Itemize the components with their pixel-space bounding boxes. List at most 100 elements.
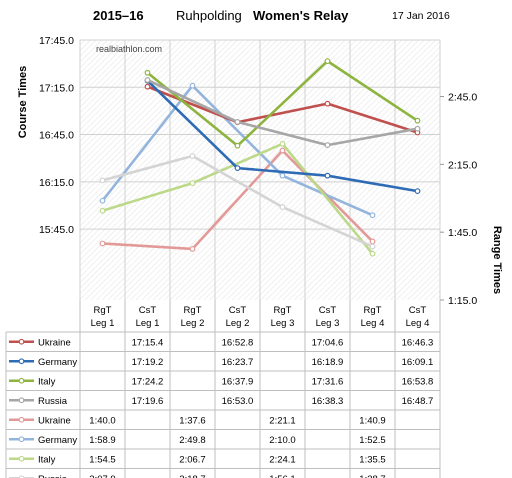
legend-series-name: Ukraine bbox=[38, 415, 71, 426]
legend-series-name: Russia bbox=[38, 396, 68, 407]
table-cell: 16:23.7 bbox=[222, 357, 254, 368]
range-point-ukraine bbox=[279, 147, 286, 154]
legend-swatch-marker bbox=[18, 338, 25, 345]
watermark: realbiathlon.com bbox=[96, 44, 162, 54]
course-line-germany bbox=[146, 79, 418, 193]
course-line-russia bbox=[146, 78, 418, 147]
table-cell: 1:56.1 bbox=[269, 474, 295, 478]
table-cell: 2:06.7 bbox=[179, 454, 205, 465]
legend-series-name: Ukraine bbox=[38, 337, 71, 348]
legend-series-name: Italy bbox=[38, 376, 56, 387]
category-label: RgT bbox=[94, 305, 112, 316]
range-point-germany bbox=[189, 82, 196, 89]
table-cell: 1:40.9 bbox=[359, 415, 385, 426]
table-cell: 17:24.2 bbox=[132, 376, 164, 387]
course-tick-label: 15:45.0 bbox=[39, 224, 74, 236]
category-label: Leg 4 bbox=[406, 318, 430, 329]
course-point-germany bbox=[234, 165, 241, 172]
legend-swatch-marker bbox=[18, 475, 25, 478]
range-point-germany bbox=[99, 197, 106, 204]
table-cell: 16:18.9 bbox=[312, 357, 344, 368]
course-point-germany bbox=[414, 188, 421, 195]
category-label: RgT bbox=[184, 305, 202, 316]
course-tick-label: 16:45.0 bbox=[39, 130, 74, 142]
table-cell: 1:54.5 bbox=[89, 454, 115, 465]
table-cell: 16:37.9 bbox=[222, 376, 254, 387]
range-point-russia bbox=[189, 153, 196, 159]
range-point-italy bbox=[189, 180, 196, 187]
range-point-ukraine bbox=[189, 246, 196, 252]
category-label: Leg 2 bbox=[181, 318, 205, 329]
venue-label: Ruhpolding bbox=[176, 8, 242, 23]
course-tick-label: 17:45.0 bbox=[39, 35, 74, 47]
legend-series-name: Italy bbox=[38, 454, 56, 465]
range-axis-label: Range Times bbox=[491, 226, 503, 294]
course-point-russia bbox=[144, 77, 151, 83]
category-label: CsT bbox=[229, 305, 247, 316]
table-cell: 2:18.7 bbox=[179, 474, 205, 478]
table-cell: 17:31.6 bbox=[312, 376, 344, 387]
range-line-italy bbox=[102, 142, 374, 255]
course-point-germany bbox=[324, 172, 331, 179]
course-axis-label: Course Times bbox=[17, 66, 29, 139]
legend-swatch-marker bbox=[18, 436, 25, 443]
season-label: 2015–16 bbox=[93, 8, 144, 23]
legend-swatch-marker bbox=[18, 358, 25, 365]
data-table: RgT Leg 1 CsT Leg 1 RgT Leg 2 CsT Leg 2 RgT Leg 3… bbox=[5, 300, 441, 478]
table-cell: 2:49.8 bbox=[179, 435, 205, 446]
table-cell: 16:09.1 bbox=[402, 357, 434, 368]
category-label: RgT bbox=[364, 305, 382, 316]
table-cell: 16:52.8 bbox=[222, 337, 254, 348]
table-cell: 16:53.0 bbox=[222, 396, 254, 407]
series-lines bbox=[99, 58, 421, 257]
category-label: Leg 3 bbox=[271, 318, 295, 329]
legend-series-name: Russia bbox=[38, 474, 68, 478]
legend-series-name: Germany bbox=[38, 357, 77, 368]
course-line-italy bbox=[146, 59, 419, 148]
course-point-italy bbox=[234, 142, 241, 149]
table-cell: 1:38.7 bbox=[359, 474, 385, 478]
range-point-ukraine bbox=[369, 238, 376, 245]
course-point-russia bbox=[414, 125, 421, 132]
category-label: CsT bbox=[139, 305, 157, 316]
table-cell: 2:21.1 bbox=[269, 415, 295, 426]
category-label: RgT bbox=[274, 305, 292, 316]
range-point-ukraine bbox=[99, 240, 106, 247]
range-tick-label: 2:45.0 bbox=[448, 92, 477, 104]
table-cell: 17:19.2 bbox=[132, 357, 164, 368]
table-cell: 17:19.6 bbox=[132, 396, 164, 407]
course-axis: 17:45.0 17:15.0 16:45.0 16:15.0 15:45.0 bbox=[39, 35, 74, 236]
course-point-italy bbox=[144, 69, 151, 76]
course-point-ukraine bbox=[144, 83, 151, 90]
range-line-russia bbox=[102, 154, 374, 248]
table-cell: 2:07.9 bbox=[89, 474, 115, 478]
table-cell: 1:37.6 bbox=[179, 415, 205, 426]
table-cell: 17:15.4 bbox=[132, 337, 164, 348]
range-axis: 2:45.0 2:15.0 1:45.0 1:15.0 bbox=[440, 92, 477, 307]
range-line-germany bbox=[101, 84, 374, 217]
table-cell: 16:48.7 bbox=[402, 396, 434, 407]
course-point-italy bbox=[324, 58, 331, 65]
course-line-ukraine bbox=[147, 85, 418, 134]
course-point-italy bbox=[414, 117, 421, 124]
course-point-russia bbox=[324, 142, 331, 149]
course-tick-label: 17:15.0 bbox=[39, 82, 74, 94]
category-label: Leg 3 bbox=[316, 318, 340, 329]
table-cell: 16:38.3 bbox=[312, 396, 344, 407]
table-cell: 1:40.0 bbox=[89, 415, 115, 426]
range-point-germany bbox=[369, 212, 376, 219]
course-point-ukraine bbox=[324, 100, 331, 107]
category-label: Leg 1 bbox=[136, 318, 160, 329]
legend-swatch-marker bbox=[18, 416, 25, 423]
legend-swatch-marker bbox=[18, 455, 25, 462]
event-title: Women's Relay bbox=[253, 8, 349, 23]
category-label: CsT bbox=[409, 305, 427, 316]
date-label: 17 Jan 2016 bbox=[392, 10, 450, 22]
legend-swatch-marker bbox=[18, 397, 25, 404]
range-point-germany bbox=[279, 172, 286, 179]
category-label: Leg 2 bbox=[226, 318, 250, 329]
legend-series-name: Germany bbox=[38, 435, 77, 446]
table-cell: 1:58.9 bbox=[89, 435, 115, 446]
category-label: Leg 4 bbox=[361, 318, 385, 329]
